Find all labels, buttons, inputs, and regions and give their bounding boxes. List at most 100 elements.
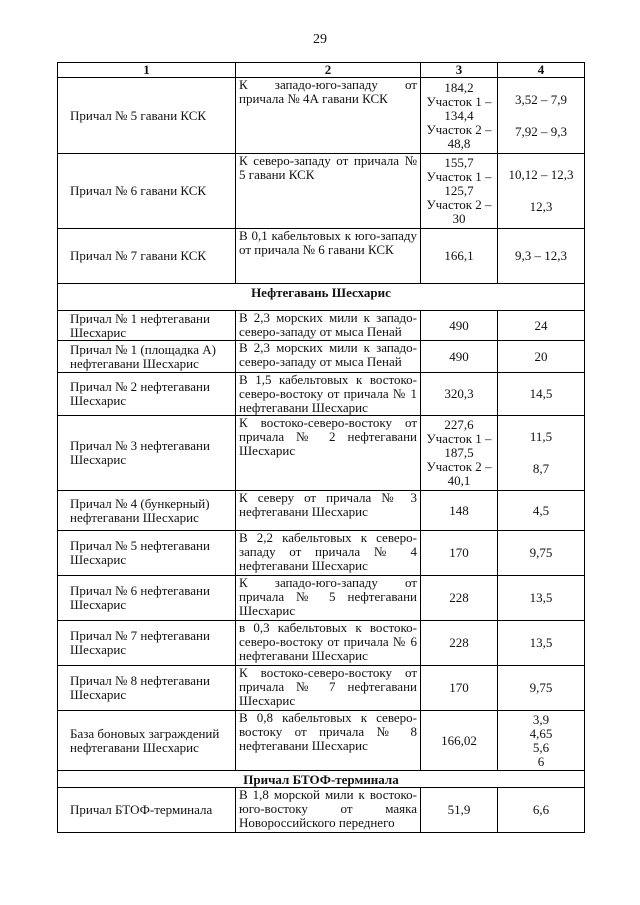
cell-text: 9,75 [529, 545, 553, 560]
cell: 166,1 [420, 228, 498, 284]
cell-text: К востоко-северо-востоку от причала № 7 … [239, 665, 417, 708]
cell-text: 11,5 [529, 429, 553, 444]
cell-text: Причал № 5 нефтегавани Шесхарис [70, 538, 210, 567]
cell: 3,52 – 7,9 7,92 – 9,3 [497, 77, 585, 154]
cell-text: Причал № 3 нефтегавани Шесхарис [70, 438, 210, 467]
cell: 24 [497, 310, 585, 341]
row: Причал № 1 (площадка А) нефтегавани Шесх… [57, 340, 585, 373]
cell-text: Участок 1 – 134,4 [426, 93, 492, 123]
cell-text: Причал № 5 гавани КСК [70, 107, 207, 123]
cell: К северу от причала № 3 нефтегавани Шесх… [235, 490, 421, 531]
cell-text: 12,3 [529, 199, 553, 214]
cell: В 2,3 морских мили к западо-северо-запад… [235, 310, 421, 341]
page-number: 29 [313, 32, 327, 47]
section-row: Причал БТОФ-терминала [57, 770, 585, 788]
cell: Причал № 6 нефтегавани Шесхарис [57, 575, 236, 621]
cell: 20 [497, 340, 585, 373]
row: Причал № 4 (бункерный) нефтегавани Шесха… [57, 490, 585, 531]
cell-text: Участок 2 – 40,1 [426, 459, 492, 488]
cell-text: 24 [534, 317, 548, 333]
cell: в 0,3 кабельтовых к востоко-северо-восто… [235, 620, 421, 666]
cell-text: 7,92 – 9,3 [515, 123, 567, 139]
cell: 11,5 8,7 [497, 415, 585, 491]
cell: В 0,8 кабельтовых к северо-востоку от пр… [235, 710, 421, 771]
cell: К востоко-северо-востоку от причала № 2 … [235, 415, 421, 491]
cell: 228 [420, 620, 498, 666]
cell: К западо-юго-западу от причала № 5 нефте… [235, 575, 421, 621]
header-cell: 2 [235, 62, 421, 78]
cell: 4,5 [497, 490, 585, 531]
cell: Причал № 6 гавани КСК [57, 153, 236, 229]
cell-text: 3,9 [532, 711, 550, 727]
section-title: Нефтегавань Шесхарис [57, 283, 585, 311]
cell-text: Причал № 8 нефтегавани Шесхарис [70, 673, 210, 702]
cell-text: Причал БТОФ-терминала [70, 802, 213, 817]
cell-text: 148 [449, 502, 469, 518]
cell-text: Участок 2 – 30 [426, 197, 492, 226]
cell: К востоко-северо-востоку от причала № 7 … [235, 665, 421, 711]
cell-text: Участок 1 – 125,7 [426, 169, 492, 198]
cell: Причал № 7 нефтегавани Шесхарис [57, 620, 236, 666]
cell-text: Причал № 1 нефтегавани Шесхарис [70, 310, 210, 340]
cell-text: 170 [449, 545, 469, 560]
cell-text: К востоко-северо-востоку от причала № 2 … [239, 415, 417, 458]
cell: 170 [420, 530, 498, 576]
cell: Причал № 1 (площадка А) нефтегавани Шесх… [57, 340, 236, 373]
cell-text: 155,7 [444, 155, 474, 170]
cell-text: 3,52 – 7,9 [515, 91, 567, 107]
cell: К северо-западу от причала № 5 гавани КС… [235, 153, 421, 229]
cell: 184,2 Участок 1 – 134,4 Участок 2 – 48,8 [420, 77, 498, 154]
cell-text: К северо-западу от причала № 5 гавани КС… [239, 153, 417, 182]
cell-text: 166,1 [444, 248, 474, 263]
cell: Причал № 4 (бункерный) нефтегавани Шесха… [57, 490, 236, 531]
cell: 490 [420, 310, 498, 341]
cell: В 0,1 кабельтовых к юго-западу от причал… [235, 228, 421, 284]
cell: 490 [420, 340, 498, 373]
cell: 6,6 [497, 787, 585, 833]
row: Причал № 7 нефтегавани Шесхарис в 0,3 каб… [57, 620, 585, 666]
cell: 148 [420, 490, 498, 531]
cell-text: Причал № 7 нефтегавани Шесхарис [70, 628, 210, 657]
cell-text: 4,5 [532, 502, 550, 518]
row: Причал № 8 нефтегавани Шесхарис К востоко… [57, 665, 585, 711]
row: Причал № 1 нефтегавани Шесхарис В 2,3 мор… [57, 310, 585, 341]
cell: 227,6 Участок 1 – 187,5 Участок 2 – 40,1 [420, 415, 498, 491]
cell-text: 4,65 [529, 725, 553, 741]
cell-text: 13,5 [529, 590, 553, 605]
cell-text: В 0,1 кабельтовых к юго-западу от причал… [239, 228, 417, 257]
cell: В 1,5 кабельтовых к востоко-северо-восто… [235, 372, 421, 416]
cell-text: 184,2 [444, 79, 474, 95]
cell-text: Причал № 6 гавани КСК [70, 183, 207, 198]
cell: 3,9 4,65 5,6 6 [497, 710, 585, 771]
cell: 170 [420, 665, 498, 711]
cell: 13,5 [497, 620, 585, 666]
row: Причал БТОФ-терминала В 1,8 морской мили … [57, 787, 585, 833]
cell: Причал № 2 нефтегавани Шесхарис [57, 372, 236, 416]
cell: 9,75 [497, 530, 585, 576]
cell: База боновых заграждений нефтегавани Шес… [57, 710, 236, 771]
row: База боновых заграждений нефтегавани Шес… [57, 710, 585, 771]
cell: Причал № 8 нефтегавани Шесхарис [57, 665, 236, 711]
cell: 155,7 Участок 1 – 125,7 Участок 2 – 30 [420, 153, 498, 229]
cell-text: Участок 1 – 187,5 [426, 431, 492, 460]
row: Причал № 2 нефтегавани Шесхарис В 1,5 каб… [57, 372, 585, 416]
section-row: Нефтегавань Шесхарис [57, 283, 585, 311]
cell-text: К западо-юго-западу от причала № 5 нефте… [239, 575, 417, 618]
cell: Причал БТОФ-терминала [57, 787, 236, 833]
cell: 228 [420, 575, 498, 621]
cell: В 2,3 морских мили к западо-северо-запад… [235, 340, 421, 373]
cell: 10,12 – 12,3 12,3 [497, 153, 585, 229]
cell-text: 166,02 [441, 732, 477, 748]
row: Причал № 7 гавани КСК В 0,1 кабельтовых к… [57, 228, 585, 284]
cell-text: 20 [534, 348, 548, 364]
cell: Причал № 5 нефтегавани Шесхарис [57, 530, 236, 576]
row: Причал № 6 нефтегавани Шесхарис К западо-… [57, 575, 585, 621]
cell-text: База боновых заграждений нефтегавани Шес… [70, 725, 220, 755]
row: Причал № 3 нефтегавани Шесхарис К востоко… [57, 415, 585, 491]
cell-text: 6 [537, 753, 545, 769]
cell-text: 228 [449, 590, 469, 605]
cell: Причал № 1 нефтегавани Шесхарис [57, 310, 236, 341]
